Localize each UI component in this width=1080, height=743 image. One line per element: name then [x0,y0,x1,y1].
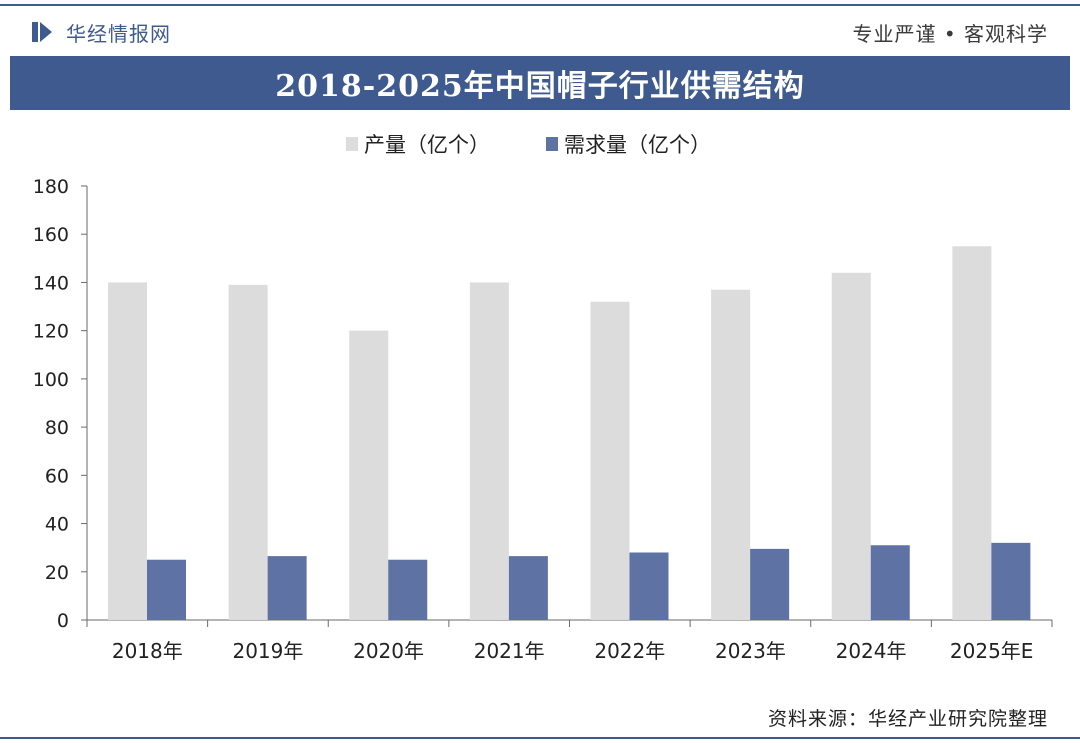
demand-bar [991,542,1031,620]
bottom-divider [0,737,1080,739]
brand: 华经情报网 [30,18,171,46]
chart-title: 2018-2025年中国帽子行业供需结构 [275,69,805,104]
production-bar [952,246,992,620]
demand-bar [147,559,186,620]
y-tick-label: 60 [45,465,69,487]
title-bar: 2018-2025年中国帽子行业供需结构 [10,56,1070,110]
x-tick-label: 2023年 [715,639,786,663]
x-tick-label: 2024年 [836,639,907,663]
y-tick-label: 120 [33,321,69,343]
y-axis: 0 20 40 60 80 100 120 140 160 180 [33,176,88,632]
demand-bar [267,556,307,620]
y-tick-label: 40 [45,514,69,536]
production-bar [469,282,509,620]
y-tick-label: 180 [33,176,69,198]
slogan: 专业严谨 • 客观科学 [852,22,1048,46]
production-bar [831,272,871,620]
x-axis: 2018年 2019年 2020年 2021年 2022年 2023年 2024年 2025年… [86,619,1053,663]
legend: 产量（亿个） 需求量（亿个） [346,133,711,157]
y-tick-label: 20 [45,562,69,584]
demand-bar [870,545,910,620]
legend-label-1: 需求量（亿个） [564,133,711,157]
x-tick-label: 2019年 [232,639,303,663]
y-tick-label: 160 [33,224,69,246]
production-bar [711,289,751,620]
y-tick-label: 140 [33,272,69,294]
y-tick-label: 100 [33,369,69,391]
chart-area: 产量（亿个） 需求量（亿个） 0 20 40 60 80 100 120 140 160 180 2… [33,133,1053,663]
x-tick-label: 2025年E [950,639,1034,663]
production-bar [349,330,389,620]
source-note: 资料来源：华经产业研究院整理 [767,708,1048,730]
legend-swatch-1 [546,137,558,151]
y-tick-label: 80 [45,417,69,439]
legend-swatch-0 [346,137,358,151]
production-bar [590,301,630,620]
demand-bar [750,548,790,620]
x-tick-label: 2021年 [474,639,545,663]
x-tick-label: 2020年 [353,639,424,663]
legend-label-0: 产量（亿个） [364,133,490,157]
bars [108,246,1031,620]
demand-bar [629,552,669,620]
y-tick-label: 0 [57,610,69,632]
brand-name: 华经情报网 [66,21,171,46]
x-tick-label: 2018年 [112,639,183,663]
brand-logo-icon [32,22,52,42]
x-tick-label: 2022年 [594,639,665,663]
demand-bar [388,559,428,620]
top-divider [0,4,1080,6]
production-bar [228,284,268,620]
production-bar [108,282,147,620]
demand-bar [508,556,548,620]
